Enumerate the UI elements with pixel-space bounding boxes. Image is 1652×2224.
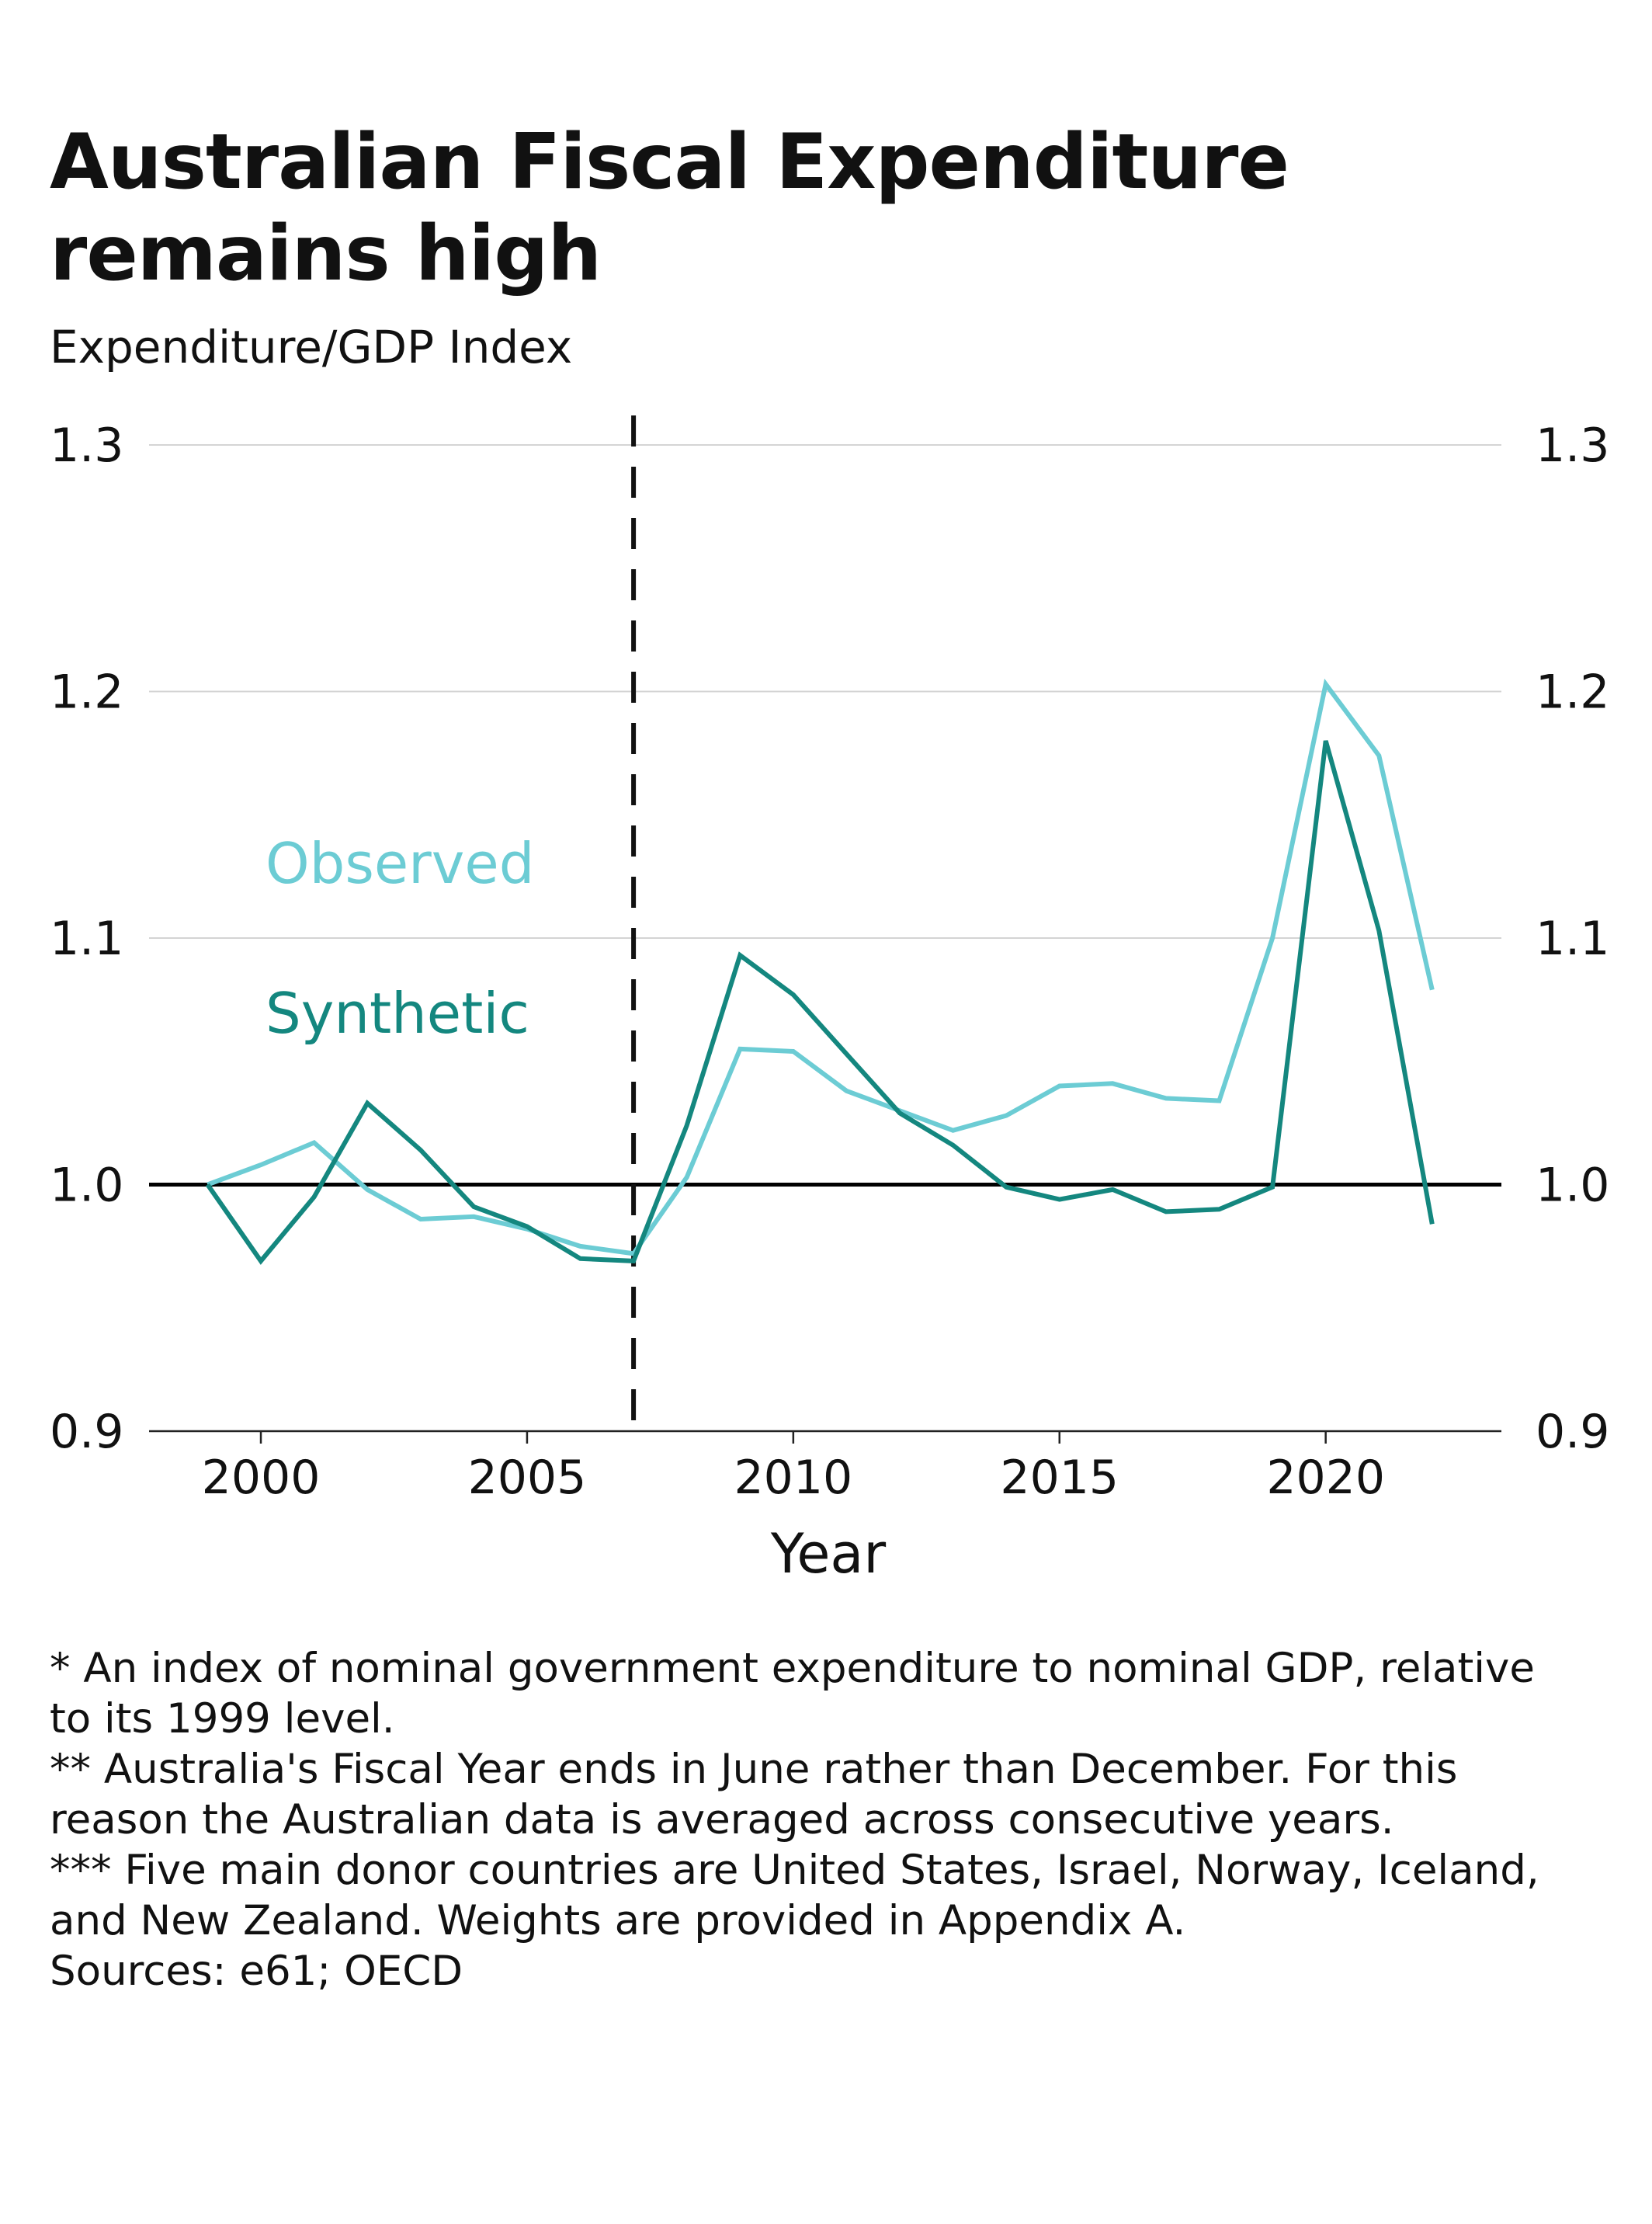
y-tick-label-right: 1.0 [1536,1159,1609,1213]
series-label-synthetic: Synthetic [266,981,529,1046]
series-label-observed: Observed [266,831,534,896]
y-tick-label-right: 1.1 [1536,912,1609,966]
y-tick-label-left: 0.9 [50,1405,123,1459]
note-sources: Sources: e61; OECD [50,1948,463,1995]
y-tick-label-right: 1.3 [1536,419,1609,473]
series-line-synthetic [205,740,1435,1265]
note-1: * An index of nominal government expendi… [50,1645,1535,1743]
x-axis-title: Year [770,1522,886,1586]
chart-notes: * An index of nominal government expendi… [50,1643,1587,1996]
series-line-observed [206,678,1435,1256]
gridlines [149,444,1501,939]
y-tick-label-left: 1.3 [50,419,123,473]
title-line-2: remains high [50,210,602,298]
note-2: ** Australia's Fiscal Year ends in June … [50,1746,1458,1843]
chart-subtitle: Expenditure/GDP Index [50,321,573,374]
x-tick-label: 2010 [734,1451,852,1505]
y-tick-label-left: 1.2 [50,665,123,720]
x-tick-label: 2005 [468,1451,587,1505]
x-tick-label: 2015 [1000,1451,1119,1505]
note-3: *** Five main donor countries are United… [50,1847,1539,1944]
y-tick-label-left: 1.1 [50,912,123,966]
x-tick-label: 2000 [202,1451,321,1505]
y-tick-label-left: 1.0 [50,1159,123,1213]
chart-title: Australian Fiscal Expenditure remains hi… [50,116,1602,300]
axes: 0.9 0.9 1.0 1.0 1.1 1.1 1.2 1.2 1.3 1.3 2000 2005 20… [50,415,1609,1586]
x-tick-label: 2020 [1266,1451,1385,1505]
y-tick-label-right: 1.2 [1536,665,1609,720]
series-lines [205,678,1435,1265]
title-line-1: Australian Fiscal Expenditure [50,118,1289,207]
chart-labels: Observed Synthetic [266,831,534,1046]
line-chart: 0.9 0.9 1.0 1.0 1.1 1.1 1.2 1.2 1.3 1.3 2000 2005 20… [50,415,1609,1586]
y-tick-label-right: 0.9 [1536,1405,1609,1459]
